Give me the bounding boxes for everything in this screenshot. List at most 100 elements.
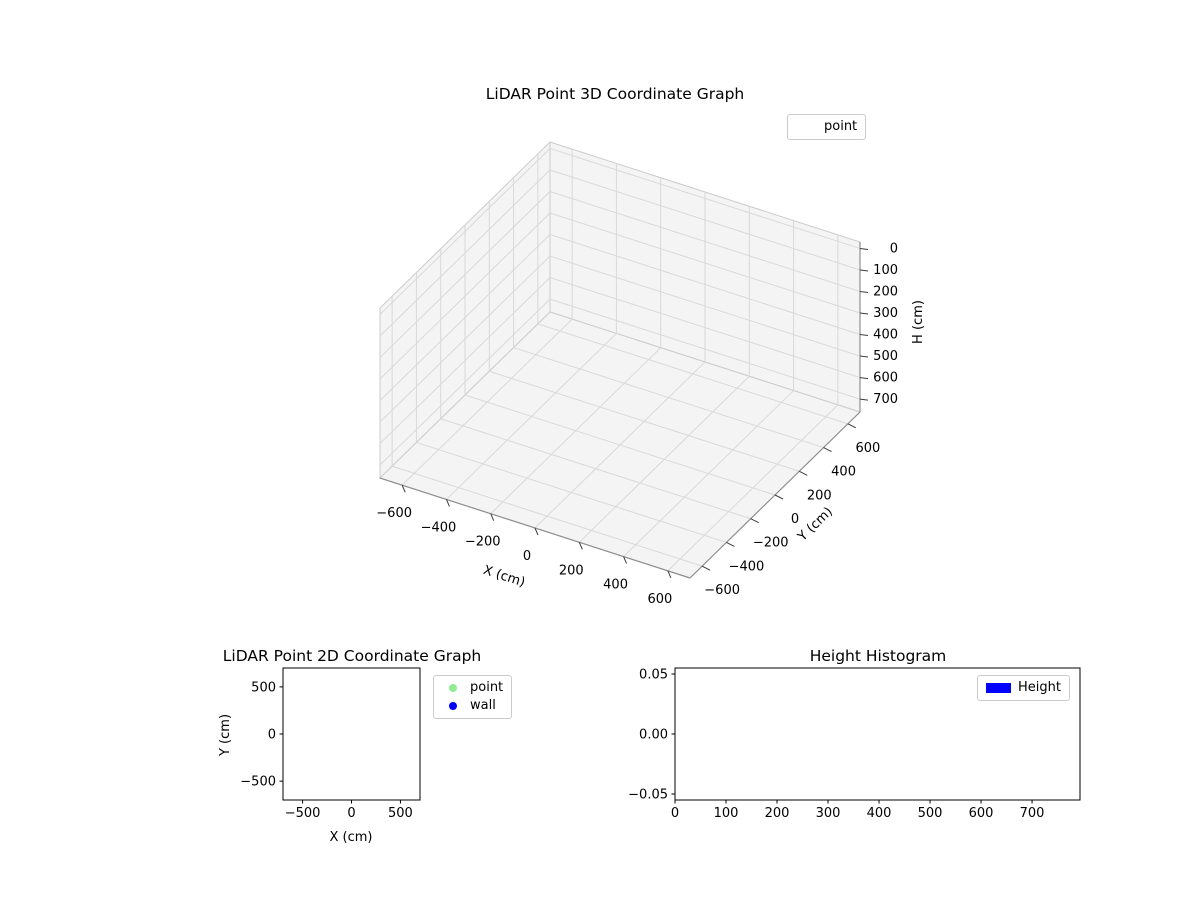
tick-x-3d — [401, 484, 406, 493]
tick-z-3d — [859, 334, 869, 337]
gridline-z-backpane — [549, 277, 861, 379]
legend-entry-point-3d: point — [796, 120, 857, 134]
lidar-2d-xtick-label: −500 — [285, 806, 321, 821]
plot3d-ylabel: Y (cm) — [795, 504, 836, 545]
gridline-z-backpane — [549, 169, 861, 271]
height-swatch-icon — [986, 683, 1011, 693]
plot3d-title: LiDAR Point 3D Coordinate Graph — [485, 85, 745, 103]
gridline-z-leftpane — [379, 212, 551, 380]
ztick-label-3d: 200 — [873, 284, 898, 299]
legend-label-point: point — [470, 680, 504, 695]
tick-y-3d — [799, 470, 808, 476]
tick-z-3d — [859, 355, 869, 358]
tick-x-3d — [667, 570, 672, 579]
ytick-label-3d: 200 — [807, 488, 832, 503]
tick-x-3d — [534, 527, 539, 536]
histogram-legend: Height — [977, 675, 1070, 701]
plot3d-zlabel: H (cm) — [911, 300, 926, 344]
gridline-z-backpane — [549, 234, 861, 336]
height-histogram-xtick-label: 500 — [918, 806, 943, 821]
plot3d-axes: −600−400−2000200400600−600−400−200020040… — [376, 140, 898, 607]
xtick-label-3d: −600 — [376, 506, 412, 521]
ytick-label-3d: −600 — [704, 583, 740, 598]
tick-x-3d — [578, 542, 583, 550]
tick-z-3d — [859, 269, 869, 272]
legend-label-point-3d: point — [824, 119, 858, 134]
gridline-z-backpane — [549, 191, 861, 292]
gridline-z-leftpane — [379, 191, 551, 358]
ztick-label-3d: 400 — [873, 328, 898, 343]
gridline-y-floor — [391, 465, 703, 567]
legend-entry-point: point — [442, 681, 503, 695]
ytick-label-3d: 600 — [855, 441, 880, 456]
height-histogram-ytick-label: −0.05 — [628, 788, 668, 803]
height-histogram-xtick-label: 700 — [1020, 806, 1045, 821]
plot3d-xlabel: X (cm) — [481, 563, 527, 591]
gridline-z-backpane — [549, 298, 861, 400]
lidar-2d-xtick-label: 0 — [347, 806, 355, 821]
tick-z-3d — [859, 290, 869, 293]
gridline-z-leftpane — [379, 255, 551, 423]
gridline-y-floor — [537, 323, 849, 425]
tick-y-3d — [701, 565, 711, 571]
plot2d-axes: −500 0 500 −500 0 500 — [240, 667, 421, 821]
lidar-2d-ytick-label: −500 — [240, 775, 276, 790]
ztick-label-3d: 300 — [873, 306, 898, 321]
xtick-label-3d: −400 — [421, 520, 457, 535]
tick-y-3d — [750, 518, 759, 524]
height-histogram-ytick-label: 0.05 — [639, 668, 668, 683]
plot2d-xlabel: X (cm) — [330, 830, 373, 845]
xtick-label-3d: 0 — [523, 549, 531, 564]
tick-y-3d — [726, 541, 735, 547]
plot2d-legend: point wall — [433, 675, 513, 719]
tick-y-3d — [847, 423, 857, 429]
gridline-y-floor — [440, 418, 751, 520]
gridline-z-leftpane — [379, 298, 551, 466]
xtick-label-3d: 400 — [603, 578, 628, 593]
xtick-label-3d: 200 — [559, 563, 584, 578]
lidar-2d-ytick-label: 0 — [268, 728, 276, 743]
tick-x-3d — [490, 513, 495, 521]
gridline-z-leftpane — [379, 169, 551, 337]
ztick-label-3d: 700 — [873, 392, 898, 407]
height-histogram-xtick-label: 600 — [969, 806, 994, 821]
ytick-label-3d: 0 — [791, 512, 799, 527]
tick-z-3d — [859, 312, 869, 315]
tick-x-3d — [623, 556, 628, 564]
gridline-z-backpane — [549, 212, 861, 314]
gridline-y-floor — [464, 394, 776, 496]
plot2d-title: LiDAR Point 2D Coordinate Graph — [222, 647, 482, 665]
gridline-y-floor — [513, 347, 824, 449]
point-marker-icon — [442, 684, 464, 692]
gridline-z-backpane — [549, 147, 861, 249]
plot2d-ylabel: Y (cm) — [218, 714, 233, 757]
tick-z-3d — [859, 398, 869, 401]
gridline-z-leftpane — [379, 234, 551, 401]
ytick-label-3d: 400 — [831, 465, 856, 480]
ztick-label-3d: 600 — [873, 371, 898, 386]
gridline-z-leftpane — [379, 277, 551, 444]
histogram-title: Height Histogram — [809, 647, 947, 665]
ytick-label-3d: −400 — [729, 559, 765, 574]
legend-label-height: Height — [1018, 680, 1061, 695]
height-histogram-xtick-label: 200 — [765, 806, 790, 821]
legend-entry-height: Height — [986, 681, 1061, 695]
legend-label-wall: wall — [470, 698, 496, 713]
xtick-label-3d: −200 — [465, 535, 501, 550]
height-histogram-ytick-label: 0.00 — [639, 728, 668, 743]
gridline-z-backpane — [549, 255, 861, 357]
lidar-2d-ytick-label: 500 — [251, 680, 276, 695]
tick-z-3d — [859, 377, 869, 380]
height-histogram-xtick-label: 0 — [671, 806, 679, 821]
tick-z-3d — [859, 247, 869, 250]
gridline-z-leftpane — [379, 148, 551, 315]
ztick-label-3d: 500 — [873, 349, 898, 364]
plot3d-legend: point — [787, 114, 867, 140]
height-histogram-xtick-label: 400 — [867, 806, 892, 821]
legend-entry-wall: wall — [442, 699, 503, 713]
tick-x-3d — [445, 499, 450, 507]
wall-marker-icon — [442, 702, 464, 710]
xtick-label-3d: 600 — [647, 592, 672, 607]
